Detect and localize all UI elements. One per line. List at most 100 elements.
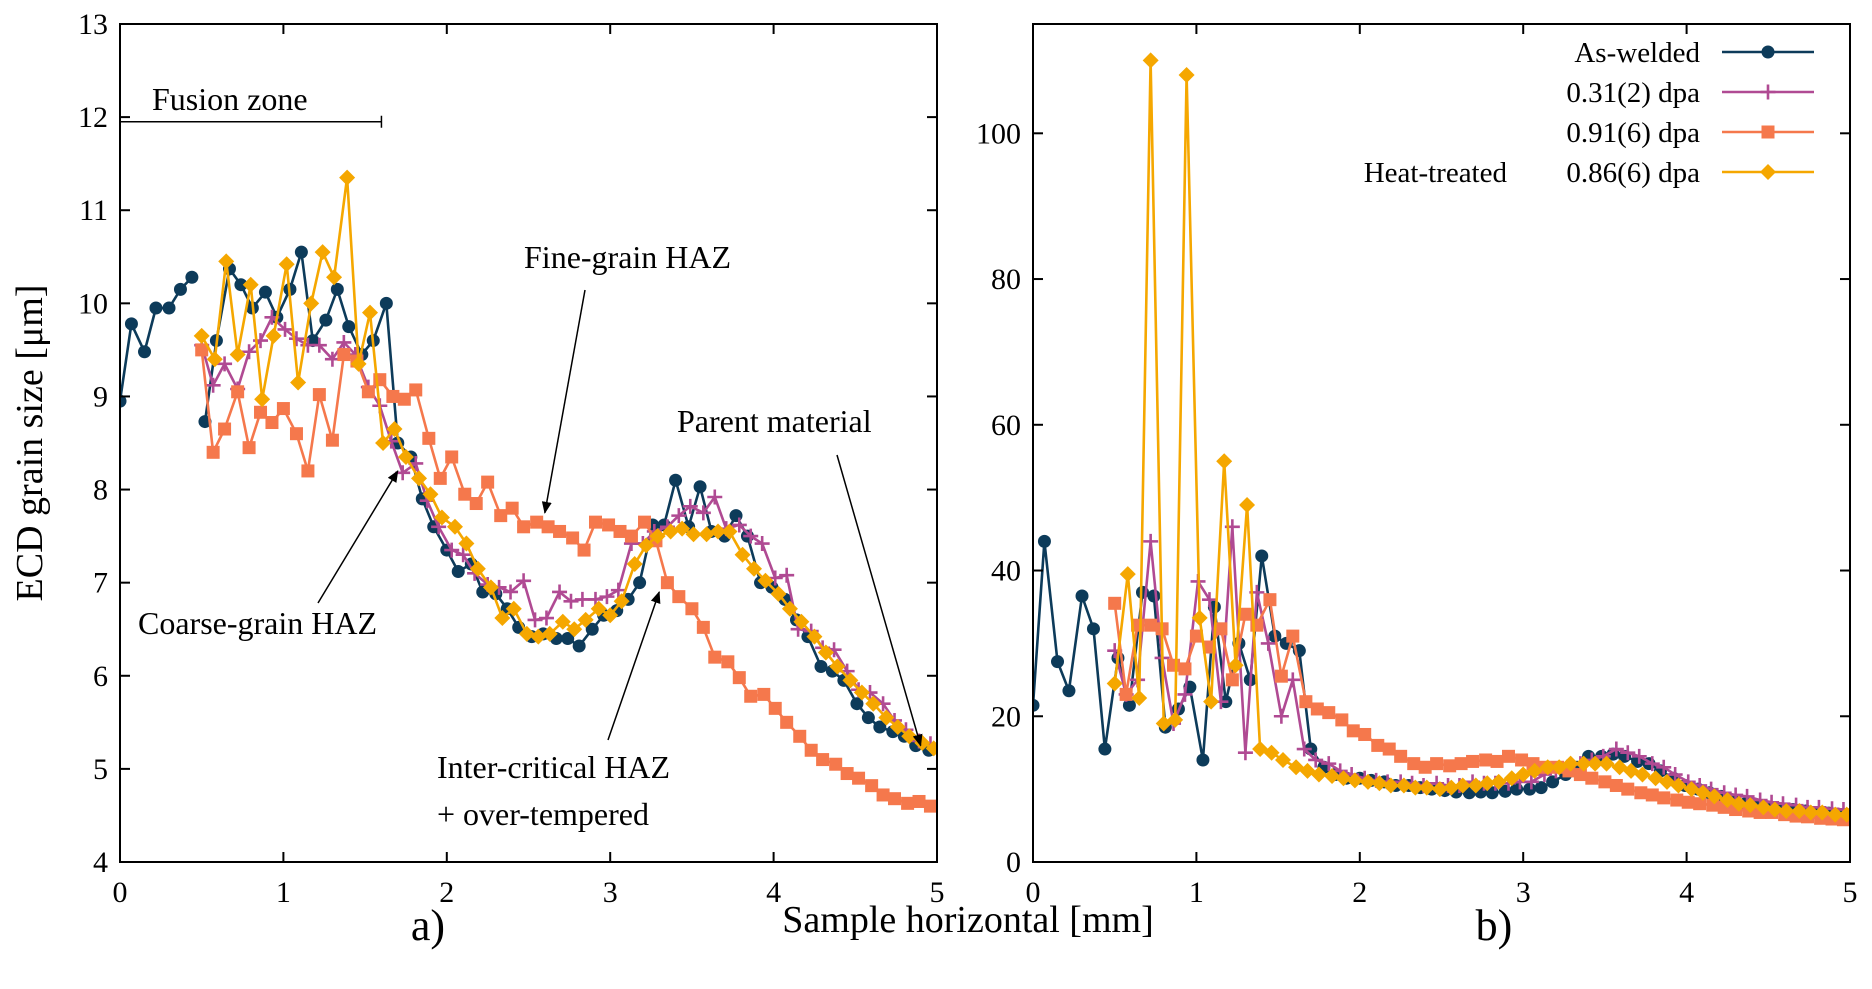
data-point bbox=[379, 296, 393, 310]
data-point bbox=[1358, 727, 1372, 741]
data-point bbox=[1634, 766, 1651, 783]
data-point bbox=[469, 560, 486, 577]
data-point bbox=[662, 523, 679, 540]
data-point bbox=[517, 520, 531, 534]
legend: As-welded 0.31(2) dpa 0.91(6) dpa 0.86(6) d… bbox=[1364, 37, 1814, 189]
data-point bbox=[1308, 752, 1324, 768]
data-point bbox=[1239, 496, 1256, 513]
data-point bbox=[481, 475, 495, 489]
x-tick-label: 4 bbox=[766, 876, 781, 909]
inter-critical-haz-arrow bbox=[607, 591, 661, 741]
data-point bbox=[779, 567, 795, 583]
data-point bbox=[409, 383, 423, 397]
data-point bbox=[878, 709, 895, 726]
data-point bbox=[1454, 757, 1468, 771]
x-tick-label: 1 bbox=[1189, 876, 1204, 909]
x-tick-label: 0 bbox=[113, 876, 128, 909]
data-point bbox=[721, 655, 735, 669]
data-point bbox=[541, 625, 558, 642]
data-point bbox=[888, 792, 902, 806]
data-point bbox=[505, 501, 519, 515]
data-point bbox=[311, 337, 327, 353]
data-point bbox=[1598, 755, 1615, 772]
data-point bbox=[1681, 795, 1695, 809]
data-point bbox=[422, 486, 439, 503]
legend-label-0-91-6-dpa: 0.91(6) dpa bbox=[1566, 117, 1700, 149]
y-tick-label: 0 bbox=[1006, 846, 1021, 879]
data-point bbox=[1730, 795, 1747, 812]
fusion-zone-label: Fusion zone bbox=[152, 81, 308, 117]
data-point bbox=[602, 607, 619, 624]
data-point bbox=[1407, 757, 1421, 771]
data-point bbox=[1131, 690, 1148, 707]
data-point bbox=[1490, 754, 1504, 768]
y-tick-label: 100 bbox=[976, 117, 1021, 150]
data-point bbox=[1335, 713, 1349, 727]
y-tick-label: 5 bbox=[93, 753, 108, 786]
data-point bbox=[218, 422, 232, 436]
data-point bbox=[1274, 669, 1288, 683]
fusion-zone-bracket bbox=[119, 115, 383, 128]
legend-label-as-welded: As-welded bbox=[1574, 37, 1700, 69]
data-point bbox=[446, 518, 463, 535]
data-point bbox=[458, 535, 475, 552]
data-point bbox=[1827, 806, 1844, 823]
data-point bbox=[1539, 759, 1556, 776]
data-point bbox=[768, 701, 782, 715]
panel-a-series bbox=[120, 169, 937, 813]
data-point bbox=[624, 529, 638, 543]
data-point bbox=[1237, 745, 1253, 761]
data-point bbox=[1371, 775, 1388, 792]
series-0-31-2-dpa bbox=[194, 309, 937, 752]
data-point bbox=[1631, 748, 1647, 764]
data-point bbox=[1098, 742, 1112, 756]
data-point bbox=[732, 671, 746, 685]
data-point bbox=[1621, 782, 1635, 796]
data-point bbox=[1310, 702, 1324, 716]
data-point bbox=[1273, 708, 1289, 724]
data-point bbox=[1814, 804, 1831, 821]
data-point bbox=[861, 711, 875, 725]
data-point bbox=[1144, 618, 1158, 632]
data-point bbox=[124, 317, 138, 331]
data-point bbox=[386, 421, 403, 438]
data-point bbox=[1359, 773, 1376, 790]
data-point bbox=[1346, 772, 1363, 789]
legend-marker-as-welded bbox=[1761, 45, 1775, 59]
coarse-grain-haz-label: Coarse-grain HAZ bbox=[138, 605, 377, 641]
data-point bbox=[682, 498, 698, 514]
data-point bbox=[757, 687, 771, 701]
data-point bbox=[1216, 453, 1233, 470]
panel-a-frame bbox=[119, 23, 938, 863]
data-point bbox=[1534, 781, 1548, 795]
data-point bbox=[173, 282, 187, 296]
data-point bbox=[451, 564, 465, 578]
y-tick-label: 80 bbox=[991, 263, 1021, 296]
series-line-as-welded bbox=[203, 250, 930, 752]
data-point bbox=[1382, 742, 1396, 756]
data-point bbox=[218, 253, 235, 270]
data-point bbox=[566, 621, 583, 638]
panel-b-ticks: 0 1 2 3 4 5 0 20 40 60 80 100 bbox=[976, 24, 1858, 909]
data-point bbox=[770, 585, 787, 602]
data-point bbox=[793, 613, 810, 630]
data-point bbox=[638, 537, 655, 554]
data-point bbox=[1178, 67, 1195, 84]
data-point bbox=[301, 464, 315, 478]
y-tick-label: 60 bbox=[991, 409, 1021, 442]
data-point bbox=[1196, 753, 1210, 767]
y-tick-label: 10 bbox=[78, 287, 108, 320]
data-point bbox=[613, 593, 630, 610]
y-tick-label: 40 bbox=[991, 555, 1021, 588]
data-point bbox=[288, 331, 304, 347]
data-point bbox=[386, 389, 400, 403]
data-point bbox=[162, 301, 176, 315]
data-point bbox=[829, 658, 846, 675]
data-point bbox=[1238, 607, 1252, 621]
data-point bbox=[278, 256, 295, 273]
data-point bbox=[660, 576, 674, 590]
data-point bbox=[234, 278, 248, 292]
data-point bbox=[1546, 775, 1560, 789]
data-point bbox=[1142, 52, 1159, 69]
